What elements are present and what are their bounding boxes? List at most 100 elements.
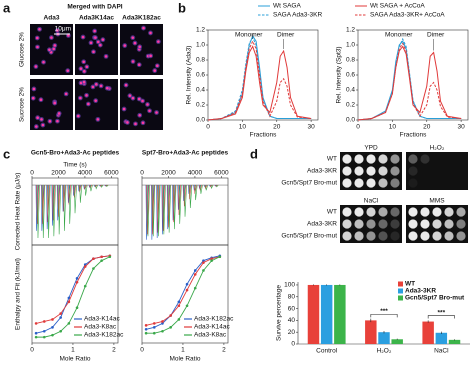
spot: [366, 178, 376, 188]
cell-signal: [99, 84, 103, 88]
y-tick-label: 100: [284, 282, 295, 289]
cell-signal: [66, 69, 70, 72]
cell-signal: [131, 96, 135, 100]
x-tick-label: 30: [308, 124, 316, 131]
spot: [456, 178, 465, 187]
injection-peak: [178, 185, 181, 216]
spot: [456, 231, 466, 241]
spot: [342, 178, 352, 188]
injection-peak: [79, 185, 83, 203]
bar: [422, 321, 434, 344]
spot: [378, 207, 388, 217]
injection-peak: [89, 184, 93, 192]
cell-signal: [87, 102, 90, 106]
fit-line: [145, 255, 220, 330]
injection-peak: [52, 185, 56, 221]
injection-peak: [68, 185, 71, 205]
spot: [342, 166, 352, 176]
y-axis-label: Rel. Intensity (Spt3): [336, 46, 343, 103]
spot: [444, 207, 454, 217]
y-tick-label: 0.4: [196, 87, 205, 94]
cell-signal: [38, 27, 41, 31]
image-title: Merged with DAPI: [67, 4, 122, 11]
x-tick-label: 4000: [78, 170, 93, 177]
legend-label: Ada3-K14ac: [194, 324, 231, 331]
x-axis-label: Mole Ratio: [59, 356, 90, 363]
injection-peak: [205, 184, 209, 191]
cell-signal: [79, 96, 82, 100]
cell-signal: [149, 31, 152, 35]
spot: [408, 207, 418, 217]
injection-peak: [183, 185, 187, 207]
y-axis-label: Survive percentage: [276, 285, 283, 341]
y-tick-label: 0.0: [196, 117, 205, 124]
fit-line: [145, 256, 220, 326]
spot: [444, 231, 454, 241]
panel-label: c: [3, 146, 10, 161]
cell-signal: [155, 111, 158, 114]
spot: [432, 231, 442, 241]
cell-signal: [94, 83, 98, 86]
plot-frame: [357, 29, 469, 121]
y-tick-label: 0.2: [346, 102, 355, 109]
cell-signal: [133, 41, 137, 45]
bar: [391, 339, 403, 344]
y-tick-label: 40: [288, 317, 296, 324]
injection-peak: [100, 184, 104, 188]
bar: [378, 332, 390, 344]
x-tick-label: 1: [181, 347, 185, 354]
legend-label: Gcn5/Spt7 Bro-mut: [405, 295, 465, 302]
x-tick-label: 0: [30, 347, 34, 354]
injection-peak: [36, 185, 40, 224]
cell-signal: [94, 99, 97, 102]
x-tick-label: 6000: [104, 170, 119, 177]
spot: [420, 219, 430, 229]
injection-peak: [172, 185, 176, 223]
injection-peak: [105, 184, 109, 187]
cell-signal: [52, 47, 56, 51]
spot: [354, 166, 364, 176]
legend-label: Ada3-K14ac: [84, 316, 121, 323]
y-tick-label: 1.0: [196, 42, 205, 49]
panel-label: d: [250, 146, 258, 161]
x-axis-label: Fractions: [250, 132, 277, 139]
y-tick-label: 0.8: [196, 57, 205, 64]
significance-bracket: [427, 315, 455, 319]
plate-title: H₂O₂: [430, 145, 445, 152]
legend-label: Ada3-K8ac: [194, 332, 227, 339]
row-label: Sucrose 2%: [19, 87, 26, 122]
x-tick-label: 2: [112, 347, 116, 354]
cell-signal: [36, 116, 39, 119]
injection-peak: [99, 184, 103, 187]
strain-label: Ada3-3KR: [307, 221, 337, 228]
spot: [432, 154, 441, 163]
bar: [334, 284, 346, 344]
injection-peak: [84, 184, 87, 190]
cell-signal: [157, 40, 160, 43]
x-tick-label: 10: [239, 124, 247, 131]
spot: [420, 154, 430, 164]
cell-signal: [94, 36, 97, 39]
y-tick-label: 0.4: [346, 87, 355, 94]
cell-signal: [50, 36, 53, 39]
series-line: [207, 45, 312, 121]
strain-label: Gcn5/Spt7 Bro-mut: [281, 233, 337, 240]
annotation: Monomer: [235, 32, 263, 39]
y-tick-label: 80: [288, 293, 296, 300]
x-tick-label: 2000: [51, 170, 66, 177]
column-label: Ada3K14ac: [79, 15, 114, 22]
injection-peak: [204, 184, 208, 190]
cell-signal: [31, 96, 35, 100]
annotation: Dimer: [427, 32, 445, 39]
injection-peak: [173, 185, 177, 230]
spot: [354, 207, 364, 217]
panel-label: a: [3, 0, 11, 15]
legend-label: Ada3-K8ac: [84, 324, 117, 331]
x-tick-label: 6000: [214, 170, 229, 177]
cell-signal: [53, 101, 57, 105]
cell-signal: [99, 43, 102, 47]
panel-label: b: [178, 0, 186, 15]
cell-signal: [82, 80, 86, 84]
cell-signal: [35, 36, 39, 40]
